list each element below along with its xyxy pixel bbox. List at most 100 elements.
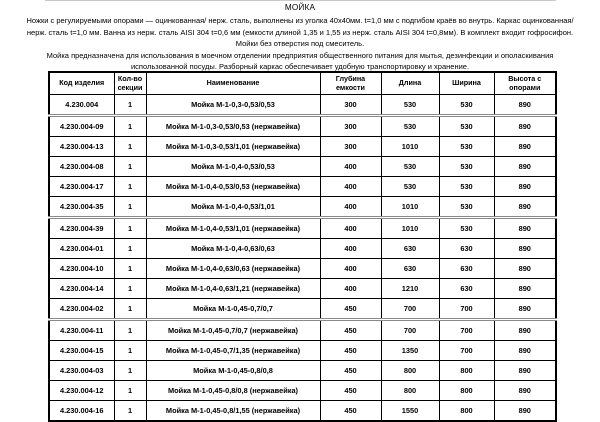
table-cell: Мойка М-1-0,4-0,53/0,53 bbox=[145, 156, 321, 177]
table-cell: Мойка М-1-0,4-0,53/1,01 (нержавейка) bbox=[145, 216, 321, 239]
table-cell: 450 bbox=[319, 400, 382, 422]
table-cell: 530 bbox=[438, 176, 495, 197]
table-cell: Мойка М-1-0,3-0,53/0,53 bbox=[145, 94, 321, 116]
table-row: 4.230.004-39 1 Мойка М-1-0,4-0,53/1,01 (не… bbox=[48, 216, 557, 239]
table-cell: 1 bbox=[113, 278, 147, 299]
table-cell: 1 bbox=[113, 94, 147, 116]
table-cell: 890 bbox=[493, 380, 557, 401]
table-cell: 4.230.004-14 bbox=[48, 278, 115, 299]
table-cell: 700 bbox=[438, 340, 495, 361]
table-cell: 450 bbox=[319, 380, 382, 401]
table-cell: 400 bbox=[319, 216, 382, 239]
table-cell: Мойка М-1-0,4-0,63/0,63 bbox=[145, 238, 321, 259]
table-cell: 700 bbox=[438, 298, 495, 320]
table-cell: 450 bbox=[319, 298, 382, 320]
table-cell: 1 bbox=[113, 176, 147, 197]
table-cell: Мойка М-1-0,45-0,7/1,35 (нержавейка) bbox=[145, 340, 321, 361]
column-header-0: Код изделия bbox=[48, 71, 115, 95]
table-cell: 630 bbox=[438, 278, 495, 299]
table-cell: 630 bbox=[438, 238, 495, 259]
table-cell: 4.230.004-11 bbox=[48, 318, 115, 341]
table-cell: 1 bbox=[113, 400, 147, 422]
table-cell: 300 bbox=[319, 94, 382, 116]
table-cell: 530 bbox=[380, 156, 440, 177]
table-row: 4.230.004-01 1 Мойка М-1-0,4-0,63/0,63 400 6… bbox=[48, 238, 557, 259]
table-cell: 1 bbox=[113, 380, 147, 401]
column-header-4: Длина bbox=[380, 71, 440, 95]
table-row: 4.230.004-13 1 Мойка М-1-0,3-0,53/1,01 (не… bbox=[48, 136, 557, 157]
table-cell: 890 bbox=[493, 318, 557, 341]
table-cell: Мойка М-1-0,45-0,8/1,55 (нержавейка) bbox=[145, 400, 321, 422]
table-row: 4.230.004-03 1 Мойка М-1-0,45-0,8/0,8 450 80… bbox=[48, 360, 557, 381]
table-cell: 4.230.004-01 bbox=[48, 238, 115, 259]
table-cell: 890 bbox=[493, 400, 557, 422]
table-cell: 890 bbox=[493, 298, 557, 320]
table-cell: 530 bbox=[438, 156, 495, 177]
table-cell: 530 bbox=[438, 94, 495, 116]
table-cell: 450 bbox=[319, 318, 382, 341]
table-cell: Мойка М-1-0,45-0,8/0,8 (нержавейка) bbox=[145, 380, 321, 401]
table-cell: 450 bbox=[319, 360, 382, 381]
table-row: 4.230.004-11 1 Мойка М-1-0,45-0,7/0,7 (нер… bbox=[48, 318, 557, 341]
table-cell: 890 bbox=[493, 136, 557, 157]
table-cell: 1 bbox=[113, 298, 147, 320]
table-cell: 890 bbox=[493, 360, 557, 381]
table-cell: 400 bbox=[319, 156, 382, 177]
table-cell: 4.230.004-16 bbox=[48, 400, 115, 422]
table-cell: 1 bbox=[113, 318, 147, 341]
top-rule bbox=[45, 0, 556, 1]
table-cell: 890 bbox=[493, 156, 557, 177]
table-cell: 890 bbox=[493, 176, 557, 197]
table-row: 4.230.004-08 1 Мойка М-1-0,4-0,53/0,53 400 5… bbox=[48, 156, 557, 177]
table-cell: 530 bbox=[438, 114, 495, 137]
table-cell: 800 bbox=[380, 360, 440, 381]
table-cell: Мойка М-1-0,4-0,53/1,01 bbox=[145, 196, 321, 218]
table-cell: 400 bbox=[319, 278, 382, 299]
table-cell: 530 bbox=[438, 136, 495, 157]
table-cell: 300 bbox=[319, 136, 382, 157]
table-cell: 4.230.004 bbox=[48, 94, 115, 116]
table-cell: 890 bbox=[493, 258, 557, 279]
column-header-2: Наименование bbox=[145, 71, 321, 95]
table-body: 4.230.004 1 Мойка М-1-0,3-0,53/0,53 300 530 5… bbox=[48, 94, 557, 422]
table-cell: 1350 bbox=[380, 340, 440, 361]
table-cell: 4.230.004-08 bbox=[48, 156, 115, 177]
table-cell: 630 bbox=[380, 258, 440, 279]
table-cell: 800 bbox=[438, 400, 495, 422]
page-title: МОЙКА bbox=[284, 3, 316, 12]
table-cell: 4.230.004-17 bbox=[48, 176, 115, 197]
table-cell: 530 bbox=[380, 114, 440, 137]
table-cell: Мойка М-1-0,4-0,53/0,53 (нержавейка) bbox=[145, 176, 321, 197]
table-row: 4.230.004-10 1 Мойка М-1-0,4-0,63/0,63 (не… bbox=[48, 258, 557, 279]
table-cell: 890 bbox=[493, 114, 557, 137]
table-cell: 700 bbox=[380, 298, 440, 320]
table-cell: 300 bbox=[319, 114, 382, 137]
table-row: 4.230.004-14 1 Мойка М-1-0,4-0,63/1,21 (не… bbox=[48, 278, 557, 299]
table-cell: Мойка М-1-0,3-0,53/1,01 (нержавейка) bbox=[145, 136, 321, 157]
table-cell: 1 bbox=[113, 136, 147, 157]
table-row: 4.230.004-35 1 Мойка М-1-0,4-0,53/1,01 400 1… bbox=[48, 196, 557, 218]
table-cell: 1 bbox=[113, 156, 147, 177]
table-cell: 1550 bbox=[380, 400, 440, 422]
table-cell: 1 bbox=[113, 258, 147, 279]
table-cell: Мойка М-1-0,3-0,53/0,53 (нержавейка) bbox=[145, 114, 321, 137]
table-cell: 400 bbox=[319, 258, 382, 279]
column-header-5: Ширина bbox=[438, 71, 495, 95]
table-cell: 890 bbox=[493, 278, 557, 299]
table-cell: 890 bbox=[493, 340, 557, 361]
table-cell: 4.230.004-03 bbox=[48, 360, 115, 381]
column-header-3: Глубина емкости bbox=[319, 71, 382, 95]
product-description-2: Мойка предназначена для использования в … bbox=[46, 50, 554, 72]
table-cell: 700 bbox=[438, 318, 495, 341]
table-cell: 1 bbox=[113, 238, 147, 259]
table-cell: 630 bbox=[380, 238, 440, 259]
product-description-1: Ножки с регулируемыми опорами — оцинкова… bbox=[26, 16, 574, 49]
table-cell: 1 bbox=[113, 216, 147, 239]
table-cell: 400 bbox=[319, 238, 382, 259]
table-cell: 800 bbox=[438, 360, 495, 381]
table-cell: Мойка М-1-0,45-0,7/0,7 (нержавейка) bbox=[145, 318, 321, 341]
table-row: 4.230.004 1 Мойка М-1-0,3-0,53/0,53 300 530 5… bbox=[48, 94, 557, 116]
table-cell: Мойка М-1-0,4-0,63/1,21 (нержавейка) bbox=[145, 278, 321, 299]
table-cell: Мойка М-1-0,45-0,7/0,7 bbox=[145, 298, 321, 320]
table-row: 4.230.004-02 1 Мойка М-1-0,45-0,7/0,7 450 70… bbox=[48, 298, 557, 320]
